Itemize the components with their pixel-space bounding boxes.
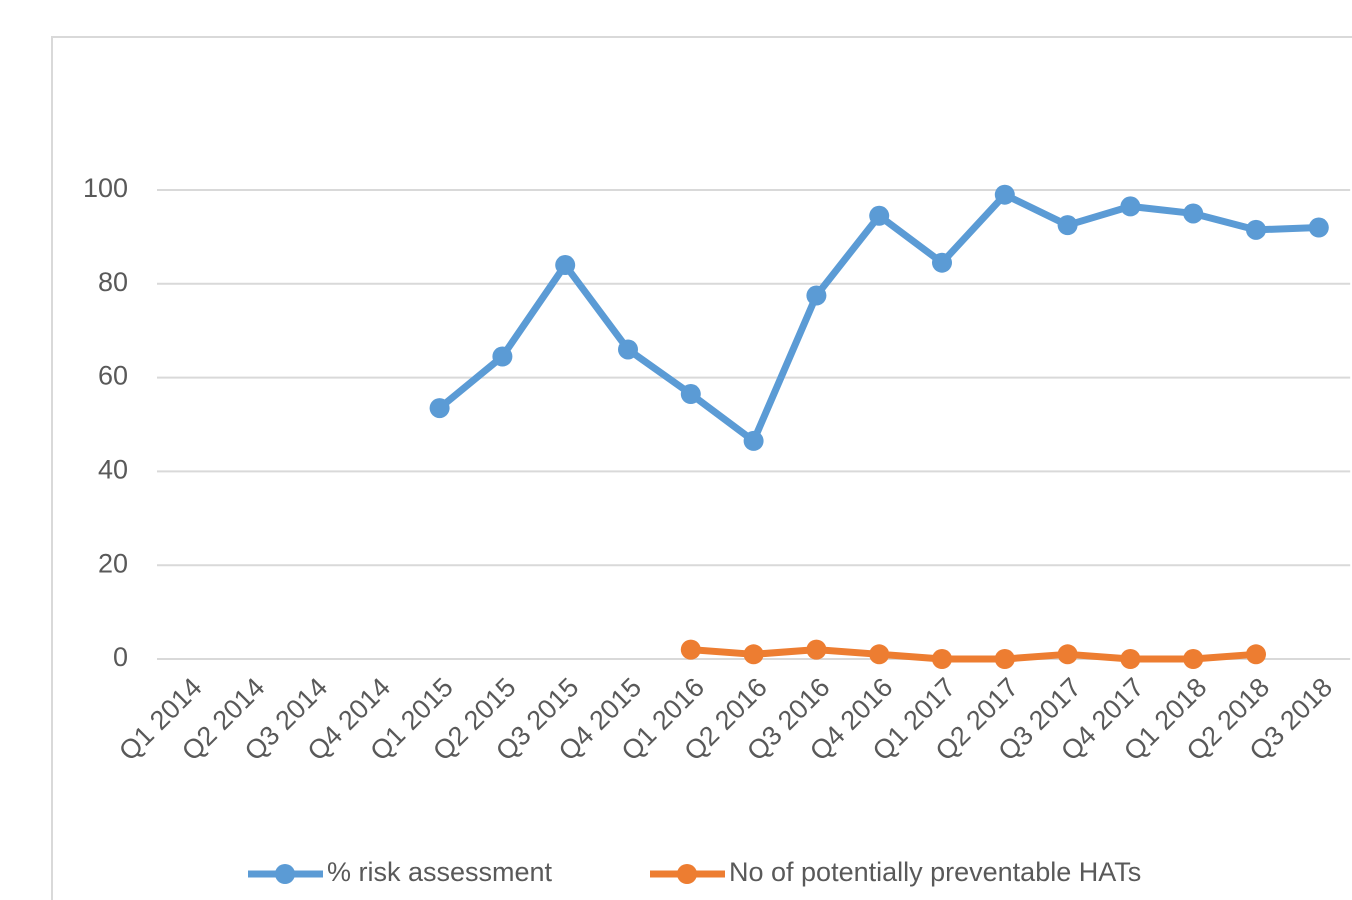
- point-marker: [806, 285, 827, 306]
- point-marker: [743, 430, 764, 451]
- point-marker: [429, 398, 450, 419]
- point-marker: [869, 205, 890, 226]
- legend-marker: [275, 864, 295, 884]
- y-tick-label: 80: [98, 267, 128, 297]
- point-marker: [1308, 217, 1329, 238]
- point-marker: [806, 639, 827, 660]
- legend-label: % risk assessment: [327, 857, 553, 887]
- y-tick-label: 100: [83, 173, 128, 203]
- point-marker: [869, 644, 890, 665]
- point-marker: [1120, 649, 1141, 669]
- chart-frame: [51, 36, 1352, 900]
- point-marker: [618, 339, 638, 360]
- series-line: [690, 646, 1257, 663]
- y-tick-label: 40: [98, 455, 128, 485]
- point-marker: [994, 649, 1015, 669]
- point-marker: [1057, 644, 1078, 665]
- point-marker: [1183, 203, 1204, 224]
- point-marker: [994, 184, 1015, 205]
- point-marker: [555, 255, 576, 276]
- point-marker: [1057, 215, 1078, 236]
- point-marker: [680, 639, 701, 660]
- point-marker: [1120, 196, 1141, 217]
- y-tick-label: 20: [98, 548, 128, 578]
- y-tick-label: 60: [98, 361, 128, 391]
- point-marker: [492, 346, 513, 367]
- point-marker: [932, 252, 952, 273]
- point-marker: [932, 649, 952, 669]
- y-tick-label: 0: [113, 642, 128, 672]
- point-marker: [1183, 649, 1204, 669]
- point-marker: [1246, 219, 1266, 240]
- point-marker: [743, 644, 764, 665]
- legend-marker: [677, 864, 697, 884]
- point-marker: [680, 384, 701, 405]
- legend-label: No of potentially preventable HATs: [729, 857, 1141, 887]
- point-marker: [1246, 644, 1266, 665]
